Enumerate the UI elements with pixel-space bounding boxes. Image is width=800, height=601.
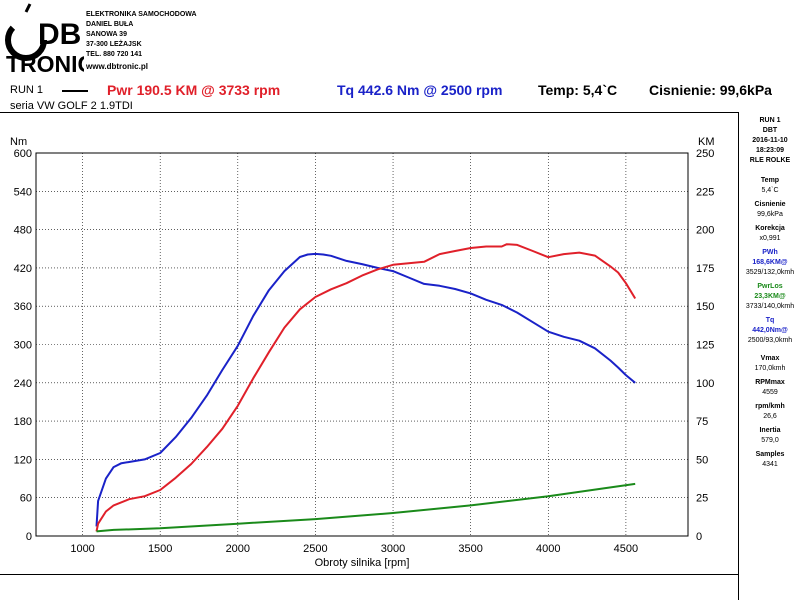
company-info: ELEKTRONIKA SAMOCHODOWA DANIEL BUŁA SANO… <box>86 10 197 72</box>
panel-pwrlos-value: 23,3KM@ <box>754 293 786 300</box>
y-right-tick-label: 50 <box>696 454 708 466</box>
header-temp: Temp: 5,4`C <box>538 82 618 98</box>
y-right-tick-label: 25 <box>696 493 708 505</box>
x-tick-label: 2000 <box>226 543 250 555</box>
left-axis-label: Nm <box>10 136 27 148</box>
x-axis-label: Obroty silnika [rpm] <box>315 557 410 569</box>
y-left-tick-label: 600 <box>14 148 32 160</box>
y-right-tick-label: 200 <box>696 225 714 237</box>
panel-samples-value: 4341 <box>762 461 778 468</box>
panel-run: RUN 1 <box>759 117 781 124</box>
y-left-tick-label: 180 <box>14 416 32 428</box>
y-right-tick-label: 225 <box>696 186 714 198</box>
panel-date: 2016-11-10 <box>752 137 788 144</box>
panel-rpmmax-value: 4559 <box>762 389 778 396</box>
vehicle-series: seria VW GOLF 2 1.9TDI <box>10 100 133 112</box>
header-torque: Tq 442.6 Nm @ 2500 rpm <box>337 82 503 98</box>
panel-time: 18:23:09 <box>755 147 785 154</box>
company-line: TEL. 880 720 141 <box>86 51 143 58</box>
torque-curve <box>95 252 636 527</box>
y-left-tick-label: 60 <box>20 493 32 505</box>
company-website: www.dbtronic.pl <box>86 62 148 71</box>
panel-vmax-label: Vmax <box>760 355 780 362</box>
panel-cis-label: Cisnienie <box>754 201 786 208</box>
y-left-tick-label: 420 <box>14 263 32 275</box>
panel-tq-value: 442,0Nm@ <box>752 327 788 334</box>
panel-pwh-detail: 3529/132,0kmh <box>745 269 795 276</box>
panel-kor-value: x0,991 <box>759 235 781 242</box>
panel-kor-label: Korekcja <box>755 225 785 232</box>
company-line: 37-300 LEŻAJSK <box>86 41 142 48</box>
panel-inertia-value: 579,0 <box>761 437 779 444</box>
y-right-tick-label: 125 <box>696 340 714 352</box>
company-line: SANOWA 39 <box>86 31 127 38</box>
y-right-tick-label: 0 <box>696 531 702 543</box>
panel-inertia-label: Inertia <box>759 427 781 434</box>
panel-tq-label: Tq <box>765 317 775 324</box>
panel-rolke: RLE ROLKE <box>749 157 791 164</box>
chart-grid <box>36 153 688 536</box>
panel-samples-label: Samples <box>755 451 785 458</box>
company-line: ELEKTRONIKA SAMOCHODOWA <box>86 11 197 18</box>
y-right-tick-label: 150 <box>696 301 714 313</box>
y-left-tick-label: 240 <box>14 378 32 390</box>
svg-text:DB: DB <box>38 18 81 51</box>
header-pressure: Cisnienie: 99,6kPa <box>649 82 772 98</box>
chart-ticks: 1000 1500 2000 2500 3000 3500 4000 450006012018… <box>14 148 715 555</box>
panel-temp-label: Temp <box>760 177 780 184</box>
panel-pwrlos-label: PwrLos <box>757 283 783 290</box>
db-tronic-logo: DB TRONIC <box>4 2 94 77</box>
panel-pwh-label: PWh <box>762 249 778 256</box>
panel-pwh-value: 168,6KM@ <box>752 259 788 266</box>
panel-pwrlos-detail: 3733/140,0kmh <box>745 303 795 310</box>
header-power: Pwr 190.5 KM @ 3733 rpm <box>107 82 281 98</box>
y-left-tick-label: 360 <box>14 301 32 313</box>
x-tick-label: 1000 <box>70 543 94 555</box>
chart-series <box>95 243 637 533</box>
y-left-tick-label: 0 <box>26 531 32 543</box>
info-panel: RUN 1 DBT 2016-11-10 18:23:09 RLE ROLKE … <box>738 112 800 600</box>
run-label: RUN 1 <box>10 84 44 96</box>
power-loss-curve <box>96 482 636 533</box>
y-left-tick-label: 300 <box>14 340 32 352</box>
x-tick-label: 2500 <box>303 543 327 555</box>
panel-cis-value: 99,6kPa <box>757 211 783 218</box>
header-divider <box>0 112 738 113</box>
y-right-tick-label: 250 <box>696 148 714 160</box>
x-tick-label: 3500 <box>458 543 482 555</box>
x-tick-label: 3000 <box>381 543 405 555</box>
panel-tq-detail: 2500/93,0kmh <box>747 337 793 344</box>
panel-rpmkmh-label: rpm/kmh <box>755 403 785 410</box>
right-axis-label: KM <box>698 136 715 148</box>
panel-rpmkmh-value: 26,6 <box>763 413 777 420</box>
bottom-status-bar <box>0 574 738 601</box>
y-right-tick-label: 175 <box>696 263 714 275</box>
y-right-tick-label: 75 <box>696 416 708 428</box>
y-left-tick-label: 480 <box>14 225 32 237</box>
x-tick-label: 4500 <box>614 543 638 555</box>
power-curve <box>95 243 637 532</box>
x-tick-label: 4000 <box>536 543 560 555</box>
run-legend-line <box>62 90 88 92</box>
plot-frame <box>35 152 689 537</box>
panel-rpmmax-label: RPMmax <box>755 379 785 386</box>
x-tick-label: 1500 <box>148 543 172 555</box>
panel-vmax-value: 170,0kmh <box>754 365 786 372</box>
y-left-tick-label: 540 <box>14 186 32 198</box>
y-left-tick-label: 120 <box>14 454 32 466</box>
company-line: DANIEL BUŁA <box>86 21 134 28</box>
svg-text:TRONIC: TRONIC <box>6 51 84 76</box>
panel-temp-value: 5,4`C <box>761 187 779 194</box>
y-right-tick-label: 100 <box>696 378 714 390</box>
panel-code: DBT <box>762 127 778 134</box>
dyno-chart: 1000 1500 2000 2500 3000 3500 4000 450006012018… <box>10 136 715 569</box>
